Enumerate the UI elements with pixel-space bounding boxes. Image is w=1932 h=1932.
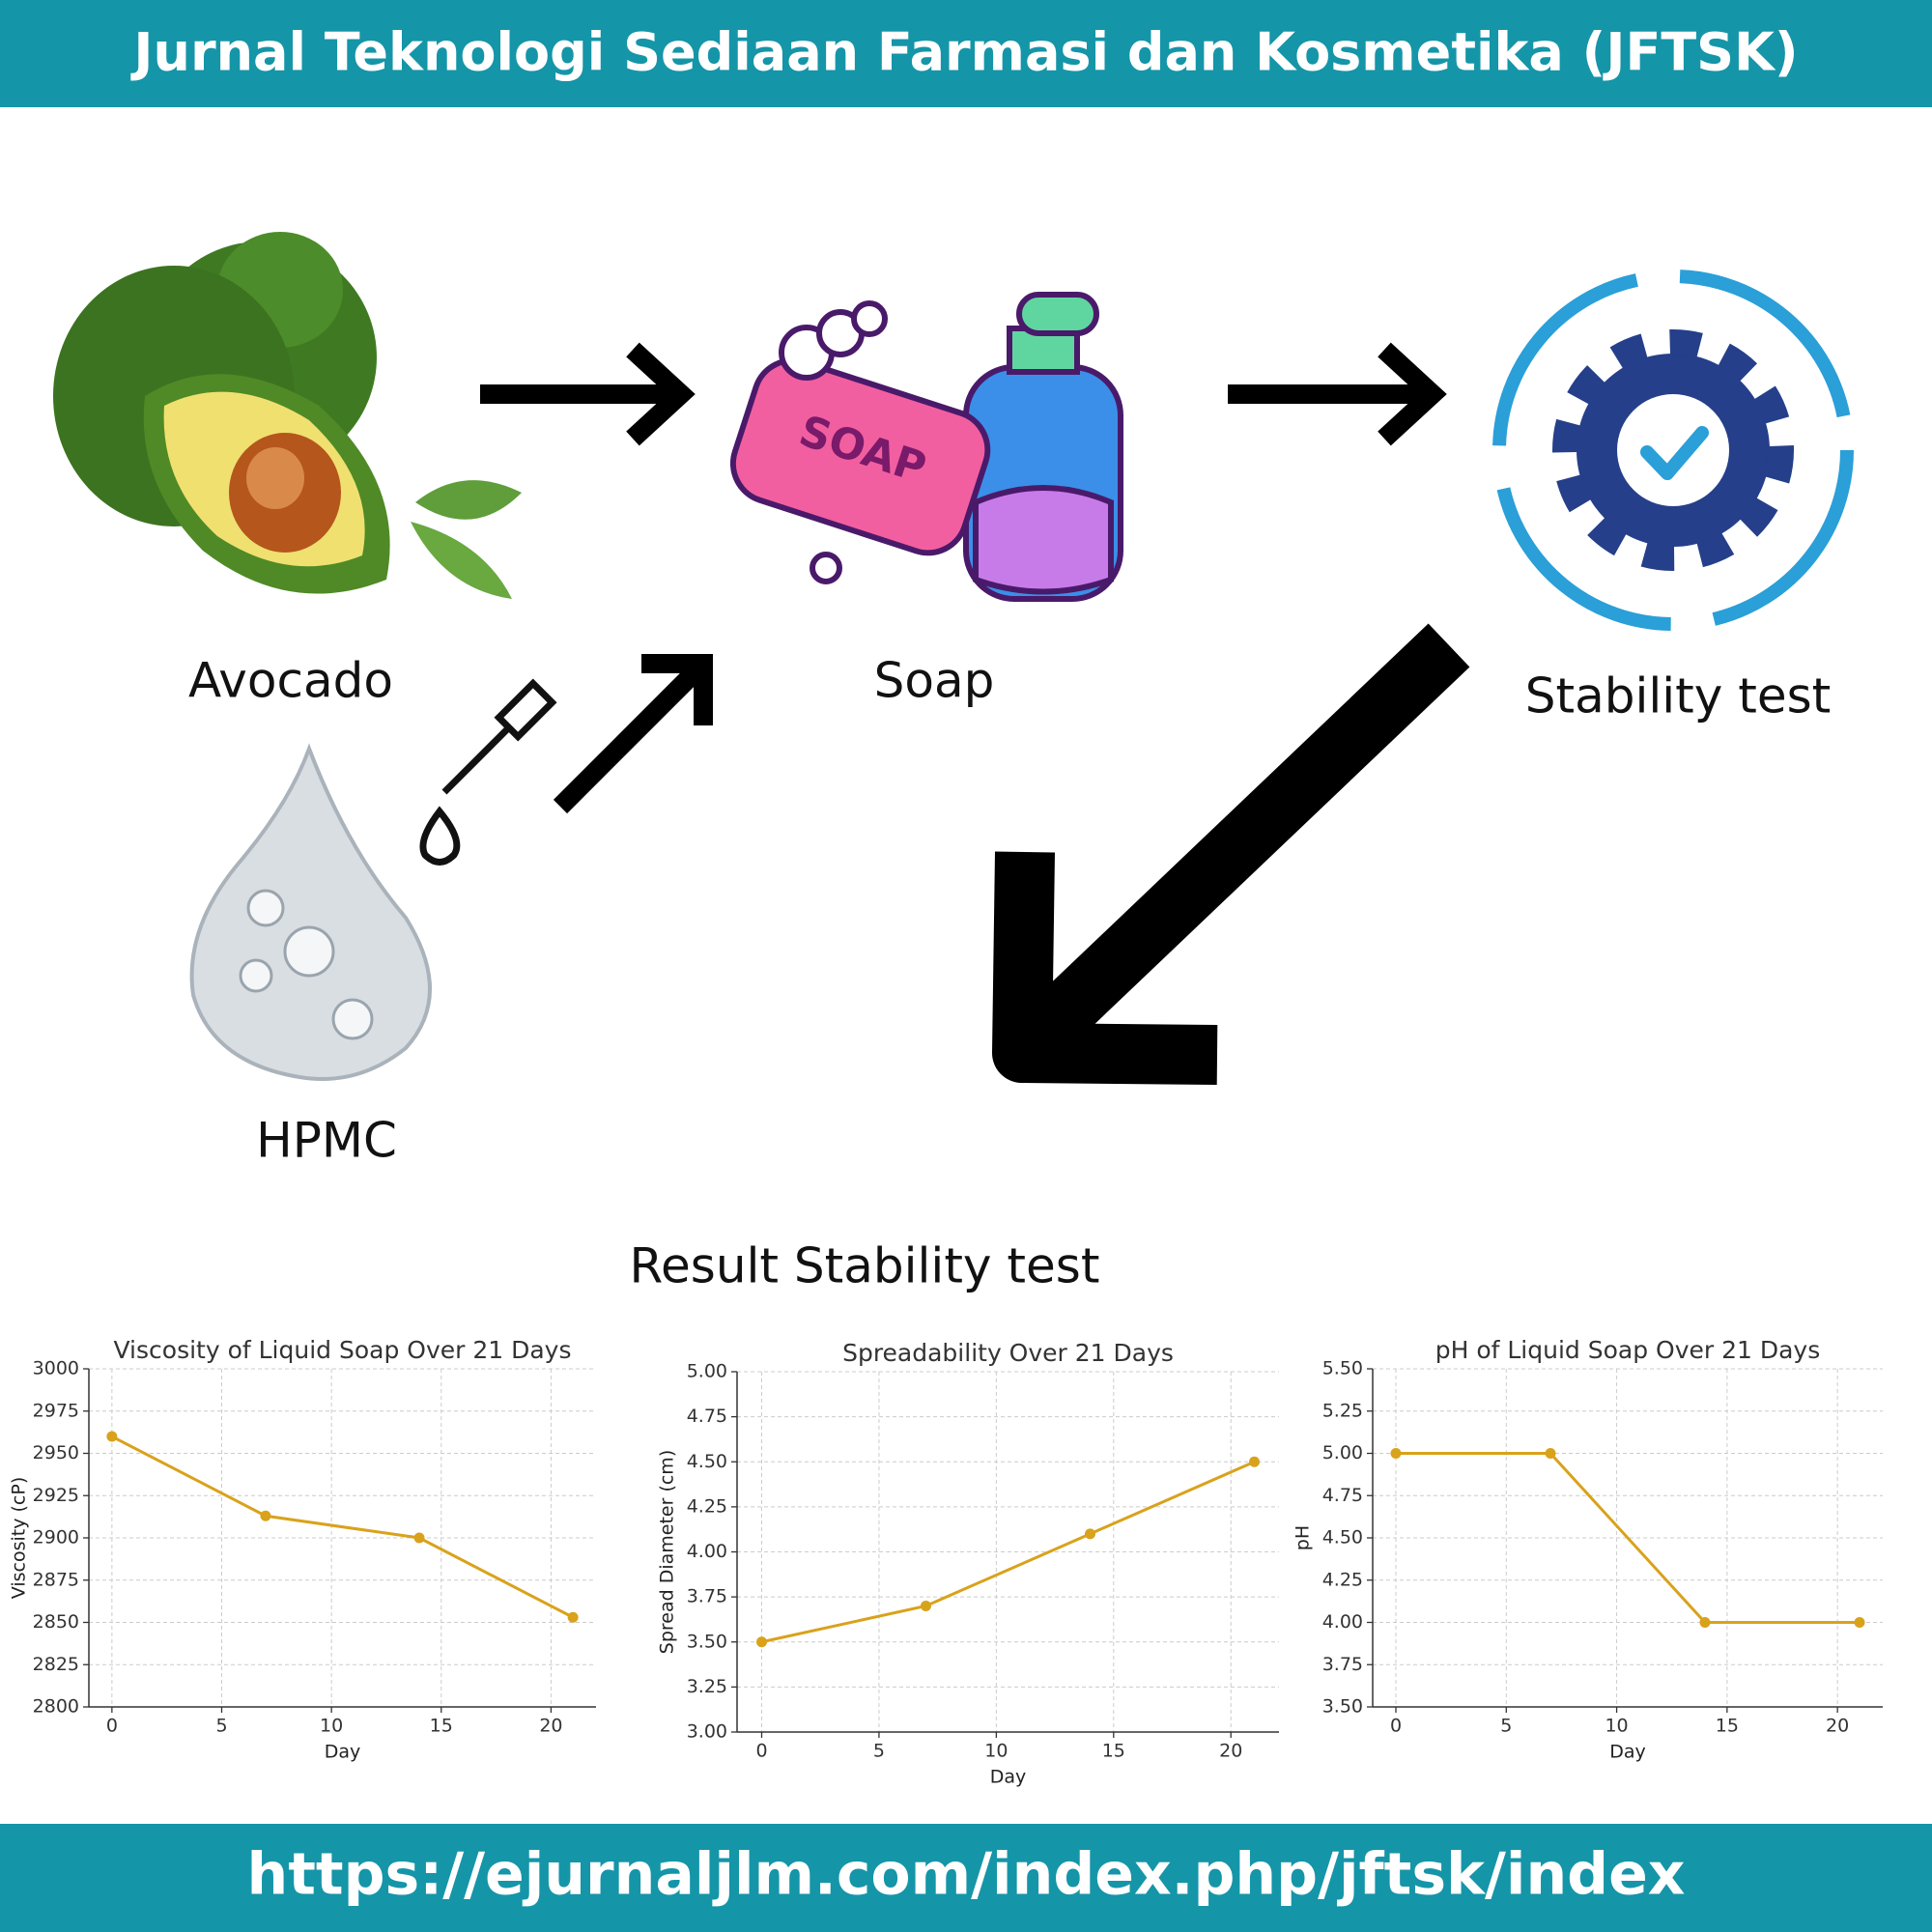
data-point	[1545, 1448, 1556, 1459]
data-point	[1085, 1528, 1095, 1540]
y-tick-label: 2925	[33, 1485, 79, 1506]
x-tick-label: 15	[1716, 1716, 1739, 1737]
x-tick-label: 5	[873, 1741, 885, 1762]
chart-title: Viscosity of Liquid Soap Over 21 Days	[114, 1336, 572, 1364]
node-label: Avocado	[188, 653, 393, 709]
x-axis-label: Day	[990, 1767, 1027, 1788]
line-chart: 3.00 3.25 3.50 3.75 4.00 4.25 4.50 4.75 5.00 0 5 10…	[657, 1339, 1279, 1788]
x-tick-label: 0	[1390, 1716, 1402, 1737]
y-axis-label: pH	[1293, 1525, 1314, 1550]
data-point	[1249, 1456, 1260, 1467]
y-tick-label: 5.00	[1322, 1442, 1363, 1463]
node-label: Stability test	[1525, 668, 1832, 724]
hpmc-icon	[189, 678, 557, 1081]
data-point	[756, 1636, 767, 1648]
y-tick-label: 3.25	[687, 1676, 727, 1697]
x-tick-label: 15	[430, 1716, 453, 1737]
y-tick-label: 2825	[33, 1654, 79, 1675]
y-axis-label: Spread Diameter (cm)	[657, 1450, 678, 1654]
x-tick-label: 20	[1826, 1716, 1849, 1737]
node-label: Soap	[874, 653, 995, 709]
x-tick-label: 20	[1219, 1741, 1242, 1762]
y-tick-label: 4.50	[1322, 1527, 1363, 1548]
soap-icon: SOAP	[729, 292, 1123, 602]
y-tick-label: 5.00	[687, 1361, 727, 1382]
data-point	[567, 1611, 579, 1623]
results-title: Result Stability test	[630, 1238, 1100, 1294]
avocado-icon	[53, 232, 522, 599]
charts: 2800 2825 2850 2875 2900 2925 2950 2975 3000 0 5 10…	[9, 1336, 1883, 1788]
data-line	[761, 1460, 1256, 1644]
line-chart: 3.50 3.75 4.00 4.25 4.50 4.75 5.00 5.25 5.50 0 5 10…	[1293, 1336, 1883, 1763]
data-point	[260, 1510, 271, 1521]
x-tick-label: 0	[106, 1716, 118, 1737]
y-tick-label: 4.00	[687, 1541, 727, 1562]
data-line	[111, 1435, 574, 1619]
x-tick-label: 15	[1102, 1741, 1125, 1762]
footer-band	[0, 1824, 1932, 1932]
y-tick-label: 5.25	[1322, 1400, 1363, 1421]
y-tick-label: 2850	[33, 1611, 79, 1633]
chart-title: pH of Liquid Soap Over 21 Days	[1435, 1336, 1821, 1364]
y-tick-label: 4.25	[687, 1495, 727, 1517]
y-tick-label: 3.75	[1322, 1654, 1363, 1675]
y-tick-label: 2800	[33, 1696, 79, 1718]
line-chart: 2800 2825 2850 2875 2900 2925 2950 2975 3000 0 5 10…	[9, 1336, 596, 1763]
x-tick-label: 10	[984, 1741, 1008, 1762]
data-point	[1699, 1617, 1711, 1628]
y-tick-label: 4.75	[687, 1406, 727, 1427]
arrows	[480, 342, 1470, 1085]
data-line	[1396, 1452, 1860, 1624]
x-tick-label: 5	[1500, 1716, 1512, 1737]
data-point	[1390, 1448, 1402, 1459]
y-tick-label: 2950	[33, 1442, 79, 1463]
y-tick-label: 4.25	[1322, 1569, 1363, 1590]
footer-url: https://ejurnaljlm.com/index.php/jftsk/i…	[246, 1841, 1685, 1909]
header-band	[0, 0, 1932, 107]
data-point	[413, 1532, 425, 1544]
stability-icon	[1492, 270, 1854, 631]
y-tick-label: 4.75	[1322, 1485, 1363, 1506]
y-tick-label: 4.00	[1322, 1611, 1363, 1633]
y-tick-label: 2875	[33, 1569, 79, 1590]
y-tick-label: 3.50	[687, 1631, 727, 1652]
x-tick-label: 0	[755, 1741, 767, 1762]
y-tick-label: 3.50	[1322, 1696, 1363, 1718]
y-tick-label: 2900	[33, 1527, 79, 1548]
x-tick-label: 20	[539, 1716, 562, 1737]
y-axis-label: Viscosity (cP)	[9, 1477, 30, 1599]
node-label: HPMC	[256, 1113, 397, 1169]
data-point	[1854, 1617, 1865, 1628]
x-tick-label: 10	[1605, 1716, 1628, 1737]
x-tick-label: 5	[215, 1716, 227, 1737]
chart-title: Spreadability Over 21 Days	[842, 1339, 1174, 1367]
x-axis-label: Day	[325, 1742, 361, 1763]
y-tick-label: 4.50	[687, 1451, 727, 1472]
x-axis-label: Day	[1609, 1742, 1646, 1763]
y-tick-label: 2975	[33, 1400, 79, 1421]
y-tick-label: 5.50	[1322, 1358, 1363, 1379]
data-point	[106, 1431, 118, 1442]
y-tick-label: 3.75	[687, 1586, 727, 1607]
x-tick-label: 10	[320, 1716, 343, 1737]
y-tick-label: 3000	[33, 1358, 79, 1379]
y-tick-label: 3.00	[687, 1721, 727, 1743]
data-point	[921, 1600, 931, 1611]
header-title: Jurnal Teknologi Sediaan Farmasi dan Kos…	[129, 22, 1798, 83]
